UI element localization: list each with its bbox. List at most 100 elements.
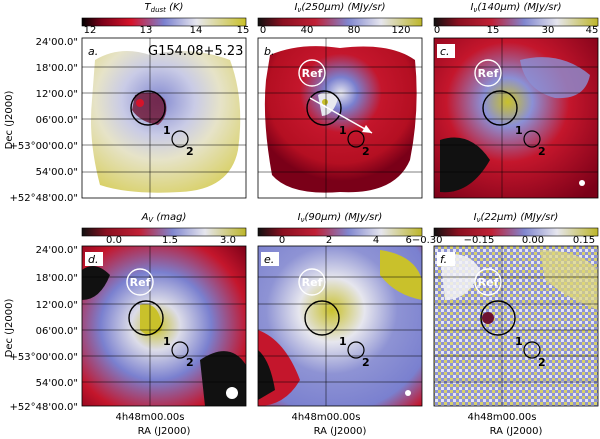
panel-c-map (434, 38, 598, 198)
target-circle (130, 90, 166, 126)
panel-e-title: Iν(90μm) (MJy/sr) (298, 212, 383, 224)
source-label-1: 1 (339, 124, 347, 137)
ra-axis-label-e: RA (J2000) (314, 426, 367, 437)
dec-axis-label-top: Dec (J2000) (4, 91, 15, 150)
dec-tick: 18'00.0" (36, 273, 78, 284)
panel-b-title: Iν(250μm) (MJy/sr) (294, 2, 385, 14)
panel-f-grid (434, 246, 598, 406)
panel-d: AV (mag) 0.0 1.5 3.0 d. Ref 1 2 (81, 212, 247, 407)
ra-axis-label-f: RA (J2000) (490, 426, 543, 437)
panel-c-frame (433, 37, 599, 199)
panel-c-letter: c. (440, 45, 450, 58)
colorbar-tick: 15 (237, 25, 250, 36)
colorbar-tick: 0.0 (106, 235, 122, 246)
dec-tick: +53°00'00.0" (10, 141, 78, 152)
panel-e-colorbar-ticks: 0 2 4 6−0.30 (279, 235, 443, 246)
target-circle (304, 300, 340, 336)
colorbar-tick: 120 (391, 25, 410, 36)
dec-tick: 54'00.0" (36, 167, 78, 178)
dec-tick: 24'00.0" (36, 37, 78, 48)
panel-a-letter: a. (88, 45, 98, 58)
reference-label: Ref (130, 276, 151, 289)
colorbar-tick: 6−0.30 (405, 235, 442, 246)
target-circle (128, 300, 164, 336)
panel-c-grid (434, 38, 598, 198)
colorbar-tick: 4 (373, 235, 379, 246)
reference-circle (298, 268, 326, 296)
beam-marker (405, 390, 411, 396)
panel-d-title: AV (mag) (141, 212, 187, 224)
panel-d-colorbar (81, 227, 247, 237)
panel-f: Iν(22μm) (MJy/sr) −0.15 0.00 0.15 f. Ref (433, 212, 599, 407)
panel-f-frame (433, 245, 599, 407)
panel-f-colorbar-ticks: −0.15 0.00 0.15 (464, 235, 595, 246)
colorbar-tick: 15 (487, 25, 500, 36)
beam-marker (579, 180, 585, 186)
colorbar-tick: 0 (434, 25, 440, 36)
panel-d-frame (81, 245, 247, 407)
source-label-1: 1 (515, 124, 523, 137)
panel-a-colorbar (81, 17, 247, 27)
source-circle (347, 341, 365, 359)
dec-tick: 24'00.0" (36, 245, 78, 256)
panel-a-map (82, 38, 246, 198)
colorbar-tick: −0.15 (464, 235, 495, 246)
colorbar-tick: 0.15 (573, 235, 595, 246)
source-circle (347, 130, 365, 148)
source-label-2: 2 (362, 356, 370, 369)
panel-d-colorbar-ticks: 0.0 1.5 3.0 (106, 235, 236, 246)
panel-c-letter-box (437, 44, 455, 58)
panel-c-title: Iν(140μm) (MJy/sr) (470, 2, 561, 14)
panel-e-colorbar (257, 227, 423, 237)
panel-a-title: Tdust (K) (145, 2, 184, 14)
colorbar-tick: 40 (301, 25, 314, 36)
source-label-1: 1 (163, 335, 171, 348)
source-circle (523, 130, 541, 148)
dec-tick: 06'00.0" (36, 115, 78, 126)
reference-label: Ref (302, 67, 323, 80)
panel-b-frame (257, 37, 423, 199)
panel-b: Iν(250μm) (MJy/sr) 0 40 80 120 b. Ref (257, 2, 423, 199)
panel-e-map (258, 246, 422, 406)
panel-a: Tdust (K) 12 13 14 15 a. G154.08+5.23 1 (81, 2, 250, 199)
reference-circle (298, 59, 326, 87)
source-label-2: 2 (362, 145, 370, 158)
field-name: G154.08+5.23 (148, 44, 243, 59)
colorbar-tick: 13 (140, 25, 153, 36)
dec-tick: 54'00.0" (36, 378, 78, 389)
panel-c: Iν(140μm) (MJy/sr) 0 15 30 45 c. Ref 1 (433, 2, 599, 199)
colorbar-tick: 0 (260, 25, 266, 36)
reference-label: Ref (302, 276, 323, 289)
source-label-1: 1 (163, 124, 171, 137)
panel-c-colorbar-ticks: 0 15 30 45 (434, 25, 599, 36)
dec-ticks-top: 24'00.0" 18'00.0" 12'00.0" 06'00.0" +53°… (10, 37, 78, 204)
panel-e-grid (258, 246, 422, 406)
source-label-2: 2 (186, 356, 194, 369)
dec-ticks-bottom: 24'00.0" 18'00.0" 12'00.0" 06'00.0" +53°… (10, 245, 78, 413)
source-label-2: 2 (538, 145, 546, 158)
reference-label: Ref (478, 67, 499, 80)
panel-d-grid (82, 246, 246, 406)
colorbar-tick: 80 (348, 25, 361, 36)
ra-axis-label-d: RA (J2000) (138, 426, 191, 437)
panel-d-letter-box (85, 252, 103, 266)
colorbar-tick: 12 (84, 25, 97, 36)
direction-arrow (309, 97, 373, 134)
panel-f-map (434, 246, 598, 406)
panel-a-grid (82, 38, 246, 198)
colorbar-tick: 0.00 (522, 235, 544, 246)
ra-tick-d: 4h48m00.00s (115, 412, 184, 423)
panel-a-colorbar-ticks: 12 13 14 15 (84, 25, 250, 36)
dec-tick: 18'00.0" (36, 63, 78, 74)
source-label-2: 2 (186, 145, 194, 158)
panel-b-colorbar-ticks: 0 40 80 120 (260, 25, 411, 36)
panel-e-letter-box (261, 252, 279, 266)
panel-a-frame (81, 37, 247, 199)
reference-circle (126, 268, 154, 296)
colorbar-tick: 30 (542, 25, 555, 36)
ra-tick-e: 4h48m00.00s (291, 412, 360, 423)
panel-b-grid (258, 38, 422, 198)
dec-axis-label-bottom: Dec (J2000) (4, 299, 15, 358)
source-label-2: 2 (538, 356, 546, 369)
